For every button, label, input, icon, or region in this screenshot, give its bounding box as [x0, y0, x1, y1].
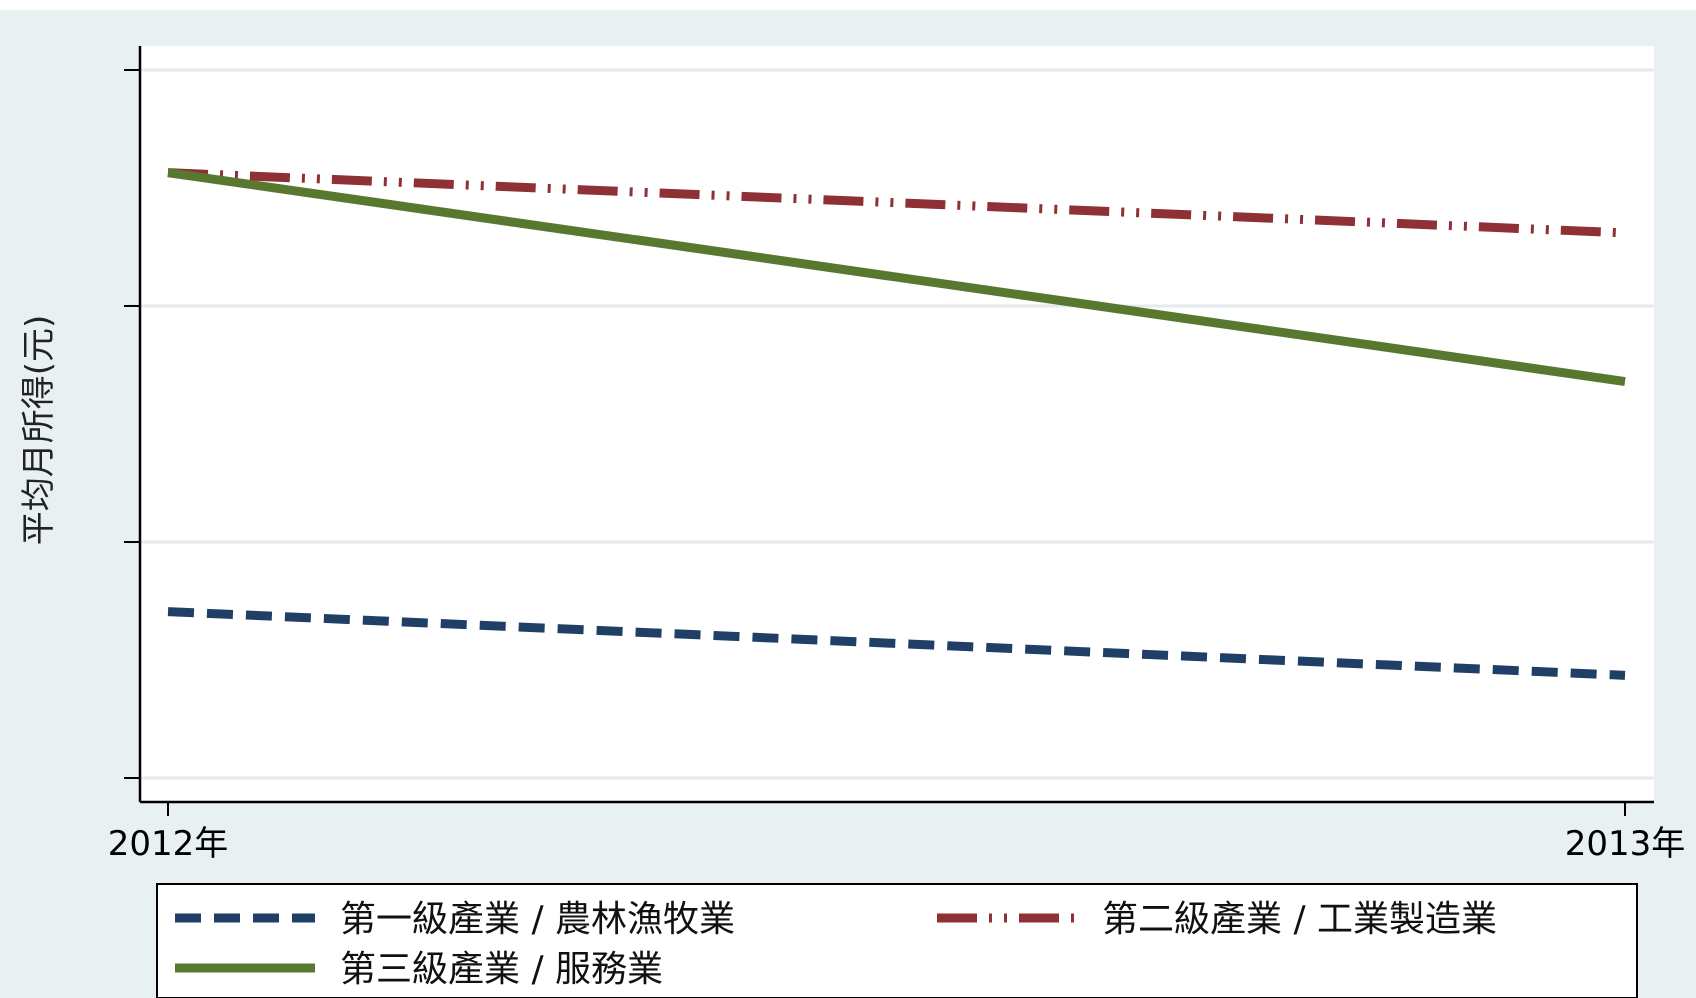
x-tick-label: 2013年: [1565, 824, 1686, 864]
legend-box: [156, 883, 1638, 998]
series-line-2: [167, 168, 1626, 238]
legend-label: 第三級產業 / 服務業: [340, 949, 663, 990]
legend-label: 第一級產業 / 農林漁牧業: [340, 899, 735, 940]
plot-area: [140, 46, 1654, 802]
series-layer: [167, 168, 1626, 680]
series-line-3: [167, 168, 1626, 386]
x-tick-labels: 2012年 2013年: [108, 824, 1686, 864]
y-axis-title: 平均月所得(元): [19, 315, 59, 546]
series-line-1: [167, 607, 1626, 680]
axes: [124, 46, 1654, 816]
legend-label: 第二級產業 / 工業製造業: [1102, 899, 1497, 940]
x-tick-label: 2012年: [108, 824, 229, 864]
gridlines: [140, 68, 1654, 780]
